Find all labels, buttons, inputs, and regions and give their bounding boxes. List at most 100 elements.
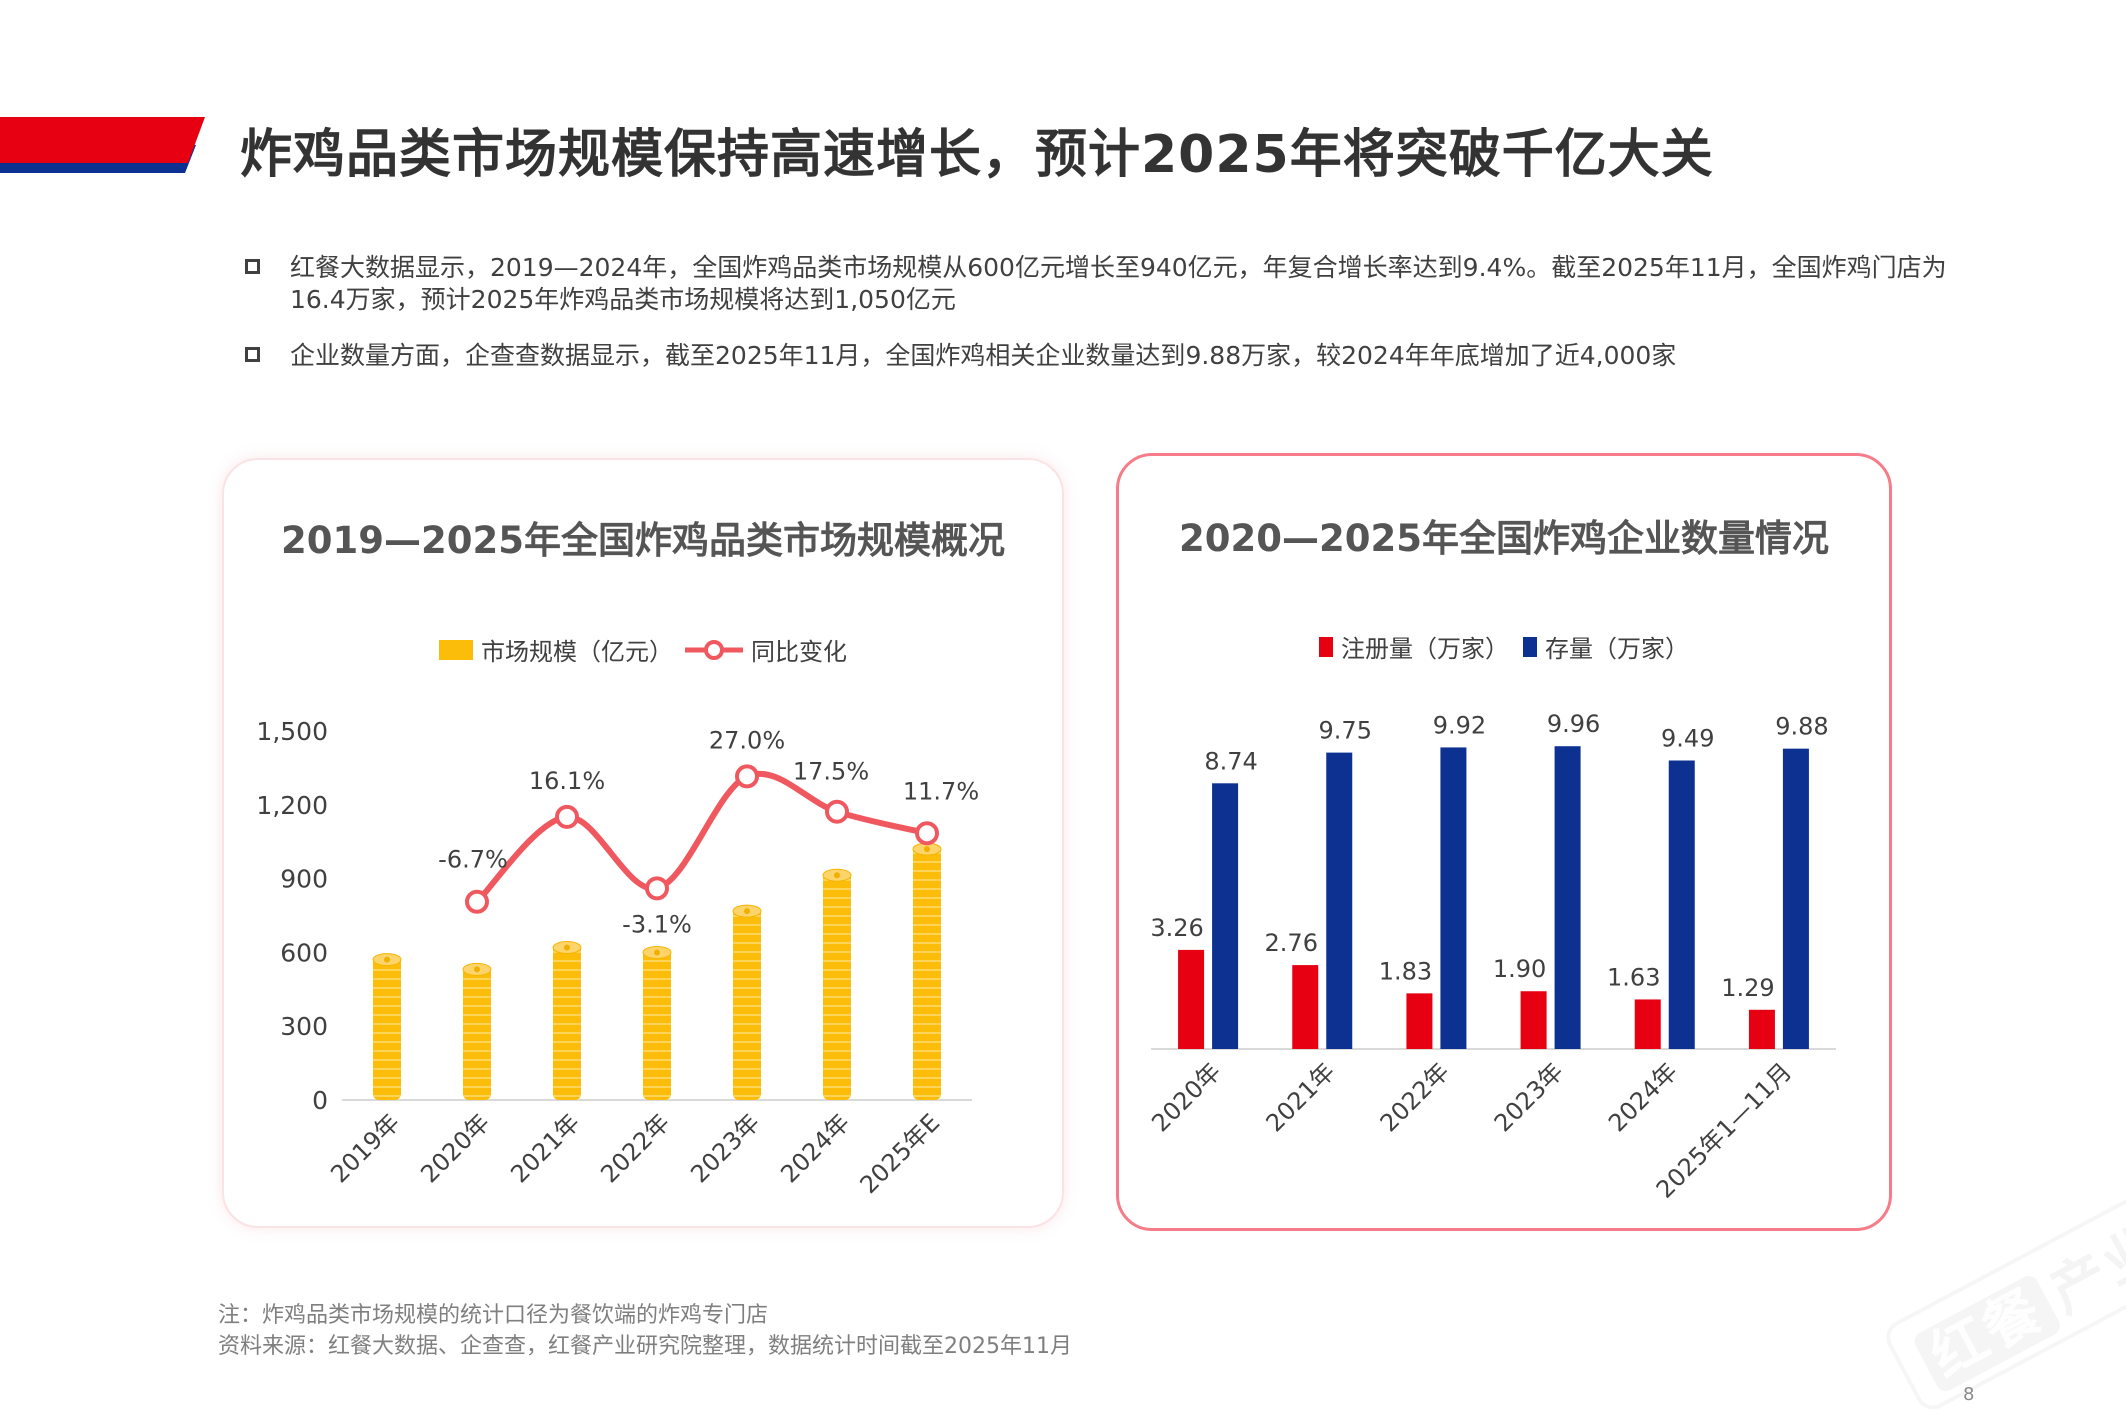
x-tick-label: 2024年 bbox=[1603, 1057, 1683, 1137]
legend-swatch-stock bbox=[1523, 636, 1537, 657]
market-size-chart: 0 300 600 900 1,200 1,500 2019年 2020年 2021年 2022年… bbox=[256, 717, 979, 1199]
y-tick-label: 1,500 bbox=[256, 717, 328, 746]
coin-stack-bar bbox=[732, 904, 762, 1100]
x-tick-label: 2019年 bbox=[325, 1108, 405, 1188]
x-tick-label: 2023年 bbox=[685, 1108, 765, 1188]
coin-stack-bar bbox=[822, 868, 852, 1100]
x-tick-label: 2024年 bbox=[775, 1108, 855, 1188]
bullet-text: 企业数量方面，企查查数据显示，截至2025年11月，全国炸鸡相关企业数量达到9.… bbox=[290, 341, 1677, 370]
yoy-point bbox=[735, 764, 759, 789]
coin-stack-bar bbox=[642, 945, 672, 1100]
registered-data-label: 2.76 bbox=[1265, 929, 1318, 957]
coin-stack-body bbox=[463, 966, 491, 1100]
x-tick-label: 2025年E bbox=[855, 1108, 946, 1199]
registered-data-label: 3.26 bbox=[1150, 914, 1203, 942]
legend-label-registered: 注册量（万家） bbox=[1341, 635, 1509, 663]
chart-title: 2020—2025年全国炸鸡企业数量情况 bbox=[1179, 517, 1829, 560]
registered-bar bbox=[1748, 1009, 1775, 1049]
registered-data-label: 1.63 bbox=[1607, 963, 1660, 991]
x-tick-label: 2023年 bbox=[1489, 1057, 1569, 1137]
yoy-point bbox=[645, 876, 669, 901]
yoy-point bbox=[825, 799, 849, 824]
chart-title: 2019—2025年全国炸鸡品类市场规模概况 bbox=[281, 519, 1005, 562]
legend-swatch-registered bbox=[1319, 636, 1333, 657]
registered-bar bbox=[1406, 993, 1433, 1049]
bullet-item: 红餐大数据显示，2019—2024年，全国炸鸡品类市场规模从600亿元增长至94… bbox=[245, 252, 1950, 316]
stock-bar bbox=[1554, 746, 1581, 1049]
header-accent-red bbox=[0, 117, 205, 163]
coin-stack-bar bbox=[552, 941, 582, 1100]
coin-stack-bar bbox=[372, 953, 402, 1100]
yoy-data-label: -3.1% bbox=[622, 910, 692, 938]
chart-legend: 市场规模（亿元） 同比变化 bbox=[224, 632, 1062, 667]
stock-bar bbox=[1326, 752, 1353, 1049]
watermark-brand: 红餐 bbox=[1911, 1272, 2064, 1395]
enterprise-count-chart-card: 2020—2025年全国炸鸡企业数量情况 注册量（万家） 存量（万家） 3.26… bbox=[1116, 453, 1892, 1231]
yuan-icon bbox=[924, 846, 930, 853]
coin-stack-body bbox=[823, 872, 851, 1100]
square-bullet-icon bbox=[245, 347, 260, 362]
bullet-text: 红餐大数据显示，2019—2024年，全国炸鸡品类市场规模从600亿元增长至94… bbox=[290, 253, 1947, 314]
y-tick-label: 900 bbox=[280, 865, 328, 894]
yuan-icon bbox=[564, 944, 570, 951]
y-tick-label: 600 bbox=[280, 938, 328, 967]
coin-stack-body bbox=[373, 956, 401, 1100]
x-tick-label: 2020年 bbox=[1146, 1057, 1226, 1137]
registered-bar bbox=[1634, 999, 1661, 1049]
stock-bar bbox=[1668, 760, 1695, 1049]
yuan-icon bbox=[744, 908, 750, 915]
registered-data-label: 1.83 bbox=[1379, 957, 1432, 985]
stock-bar bbox=[1440, 747, 1467, 1049]
bullet-item: 企业数量方面，企查查数据显示，截至2025年11月，全国炸鸡相关企业数量达到9.… bbox=[245, 340, 1950, 372]
coin-stack-body bbox=[733, 908, 761, 1100]
registered-bar bbox=[1178, 949, 1205, 1049]
stock-data-label: 9.96 bbox=[1547, 710, 1600, 738]
yuan-icon bbox=[474, 966, 480, 973]
yoy-point bbox=[915, 821, 939, 846]
stock-data-label: 9.88 bbox=[1775, 713, 1828, 741]
footnote-source: 资料来源：红餐大数据、企查查，红餐产业研究院整理，数据统计时间截至2025年11… bbox=[218, 1334, 1072, 1359]
stock-data-label: 9.75 bbox=[1319, 717, 1372, 745]
coin-stack-bar bbox=[912, 842, 942, 1100]
y-tick-label: 300 bbox=[280, 1012, 328, 1041]
watermark: 红餐产业研究院 bbox=[1880, 1100, 2126, 1415]
legend-swatch-line bbox=[685, 639, 743, 660]
yoy-point bbox=[555, 804, 579, 829]
x-tick-label: 2021年 bbox=[505, 1108, 585, 1188]
yoy-data-label: 27.0% bbox=[709, 726, 785, 754]
page-number: 8 bbox=[1963, 1384, 1975, 1405]
enterprise-count-chart: 3.26 8.74 2020年 2.76 9.75 2021年 1.83 9.92 2022年 1… bbox=[1146, 710, 1836, 1204]
coin-stack-bar bbox=[462, 962, 492, 1100]
registered-bar bbox=[1292, 965, 1319, 1049]
coin-stack-body bbox=[553, 944, 581, 1100]
x-tick-label: 2022年 bbox=[595, 1108, 675, 1188]
yoy-data-label: -6.7% bbox=[438, 846, 508, 874]
stock-data-label: 8.74 bbox=[1204, 747, 1257, 775]
market-size-chart-card: 2019—2025年全国炸鸡品类市场规模概况 市场规模（亿元） 同比变化 0 30… bbox=[222, 458, 1064, 1228]
footnote: 注：炸鸡品类市场规模的统计口径为餐饮端的炸鸡专门店 资料来源：红餐大数据、企查查… bbox=[218, 1300, 1072, 1362]
yuan-icon bbox=[654, 949, 660, 956]
legend-label-stock: 存量（万家） bbox=[1545, 635, 1689, 663]
yoy-data-label: 16.1% bbox=[529, 767, 605, 795]
stock-bar bbox=[1212, 783, 1239, 1049]
yoy-data-label: 11.7% bbox=[903, 777, 979, 805]
registered-bar bbox=[1520, 991, 1547, 1049]
chart-legend: 注册量（万家） 存量（万家） bbox=[1119, 629, 1889, 664]
legend-swatch-bar bbox=[439, 639, 473, 660]
square-bullet-icon bbox=[245, 259, 260, 274]
stock-bar bbox=[1782, 748, 1809, 1049]
yoy-data-label: 17.5% bbox=[793, 758, 869, 786]
legend-label-bar: 市场规模（亿元） bbox=[481, 638, 673, 666]
x-tick-label: 2022年 bbox=[1375, 1057, 1455, 1137]
yuan-icon bbox=[834, 872, 840, 879]
stock-data-label: 9.49 bbox=[1661, 725, 1714, 753]
coin-stack-body bbox=[913, 846, 941, 1100]
footnote-note: 注：炸鸡品类市场规模的统计口径为餐饮端的炸鸡专门店 bbox=[218, 1303, 769, 1328]
stock-data-label: 9.92 bbox=[1433, 711, 1486, 739]
legend-label-line: 同比变化 bbox=[751, 638, 847, 666]
yuan-icon bbox=[384, 956, 390, 963]
y-tick-label: 0 bbox=[312, 1086, 328, 1115]
page-title: 炸鸡品类市场规模保持高速增长，预计2025年将突破千亿大关 bbox=[240, 125, 1714, 185]
y-tick-label: 1,200 bbox=[256, 791, 328, 820]
yoy-point bbox=[465, 889, 489, 914]
